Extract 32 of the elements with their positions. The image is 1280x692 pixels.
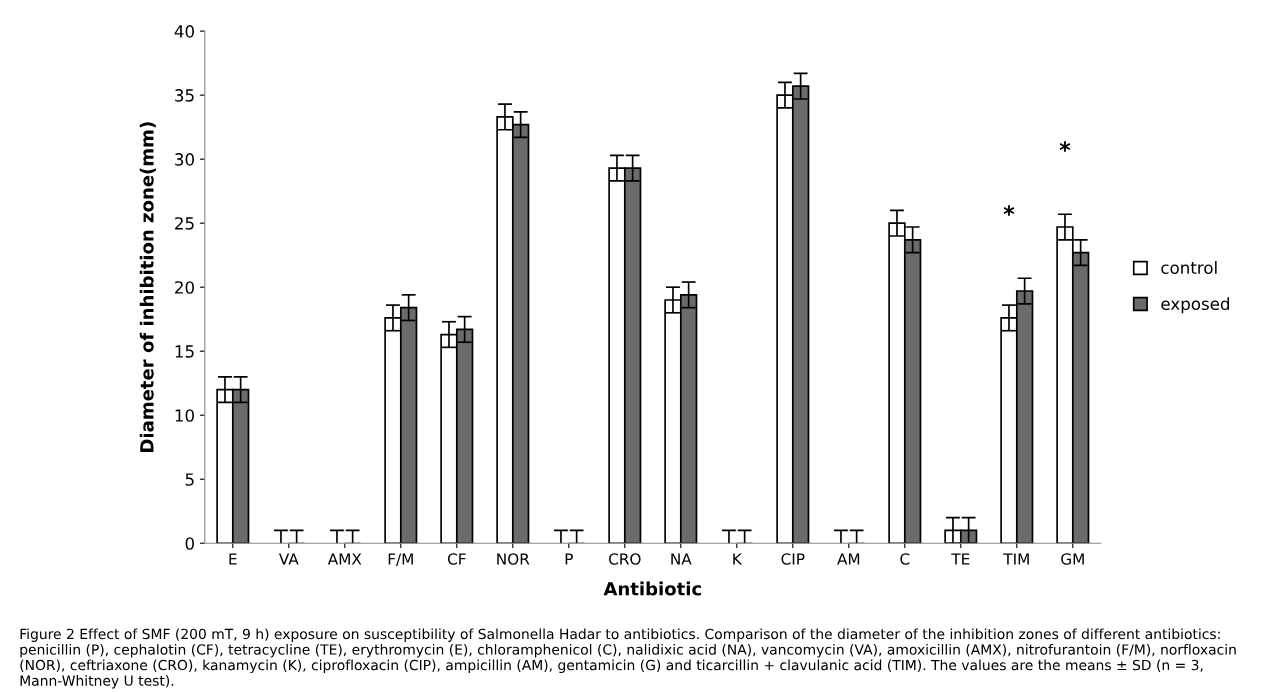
x-tick-label: CF: [447, 553, 466, 565]
x-tick-label: CIP: [781, 553, 805, 565]
x-axis-title: Antibiotic: [603, 581, 701, 596]
x-tick-label: TE: [951, 553, 970, 565]
y-tick-label: 25: [175, 217, 194, 230]
x-tick-label: K: [733, 553, 743, 565]
x-tick-label: NOR: [497, 553, 530, 565]
legend-label: control: [1161, 261, 1217, 274]
annotation: *: [1003, 205, 1015, 216]
x-tick-label: VA: [278, 553, 299, 565]
x-tick-label: AMX: [327, 553, 362, 565]
x-tick-label: F/M: [388, 553, 413, 566]
legend-label: exposed: [1161, 297, 1229, 314]
x-tick-label: AM: [837, 553, 860, 565]
y-tick-label: 10: [175, 409, 194, 422]
annotation: *: [1059, 141, 1071, 152]
y-tick-label: 20: [175, 281, 194, 294]
x-tick-label: P: [565, 553, 573, 565]
y-tick-label: 5: [185, 473, 194, 486]
y-tick-label: 40: [174, 25, 194, 38]
y-tick-label: 35: [175, 89, 194, 102]
y-tick-label: 0: [185, 537, 194, 550]
y-tick-label: 15: [175, 345, 194, 358]
y-tick-label: 30: [175, 153, 194, 166]
x-tick-label: CRO: [609, 553, 641, 565]
y-axis-title: Diameter of inhibition zone(mm): [139, 122, 156, 452]
x-tick-label: E: [229, 553, 237, 565]
x-tick-label: TIM: [1003, 553, 1029, 565]
x-tick-label: NA: [671, 553, 692, 565]
x-tick-label: C: [900, 553, 910, 565]
x-tick-label: GM: [1061, 553, 1084, 565]
caption: Figure 2 Effect of SMF (200 mT, 9 h) exposure on susceptibility of Salmonella Hadar to antibiotics. Comparison of the diameter of the inhibition zones of different antibiotics: penicillin (P), cephalotin (CF), tetracycline (TE), erythromycin (E), chloramphenicol (C), nalidixic acid (NA), vancomycin (VA), amoxicillin (AMX), nitrofurantoin (F/M), norfloxacin (NOR), ceftriaxone (CRO), kanamycin (K), ciprofloxacin (CIP), ampicillin (AM), gentamicin (G) and ticarcillin + clavulanic acid (TIM). The values are the means ± SD (n = 3, Mann-Whitney U test).: [20, 628, 1236, 689]
